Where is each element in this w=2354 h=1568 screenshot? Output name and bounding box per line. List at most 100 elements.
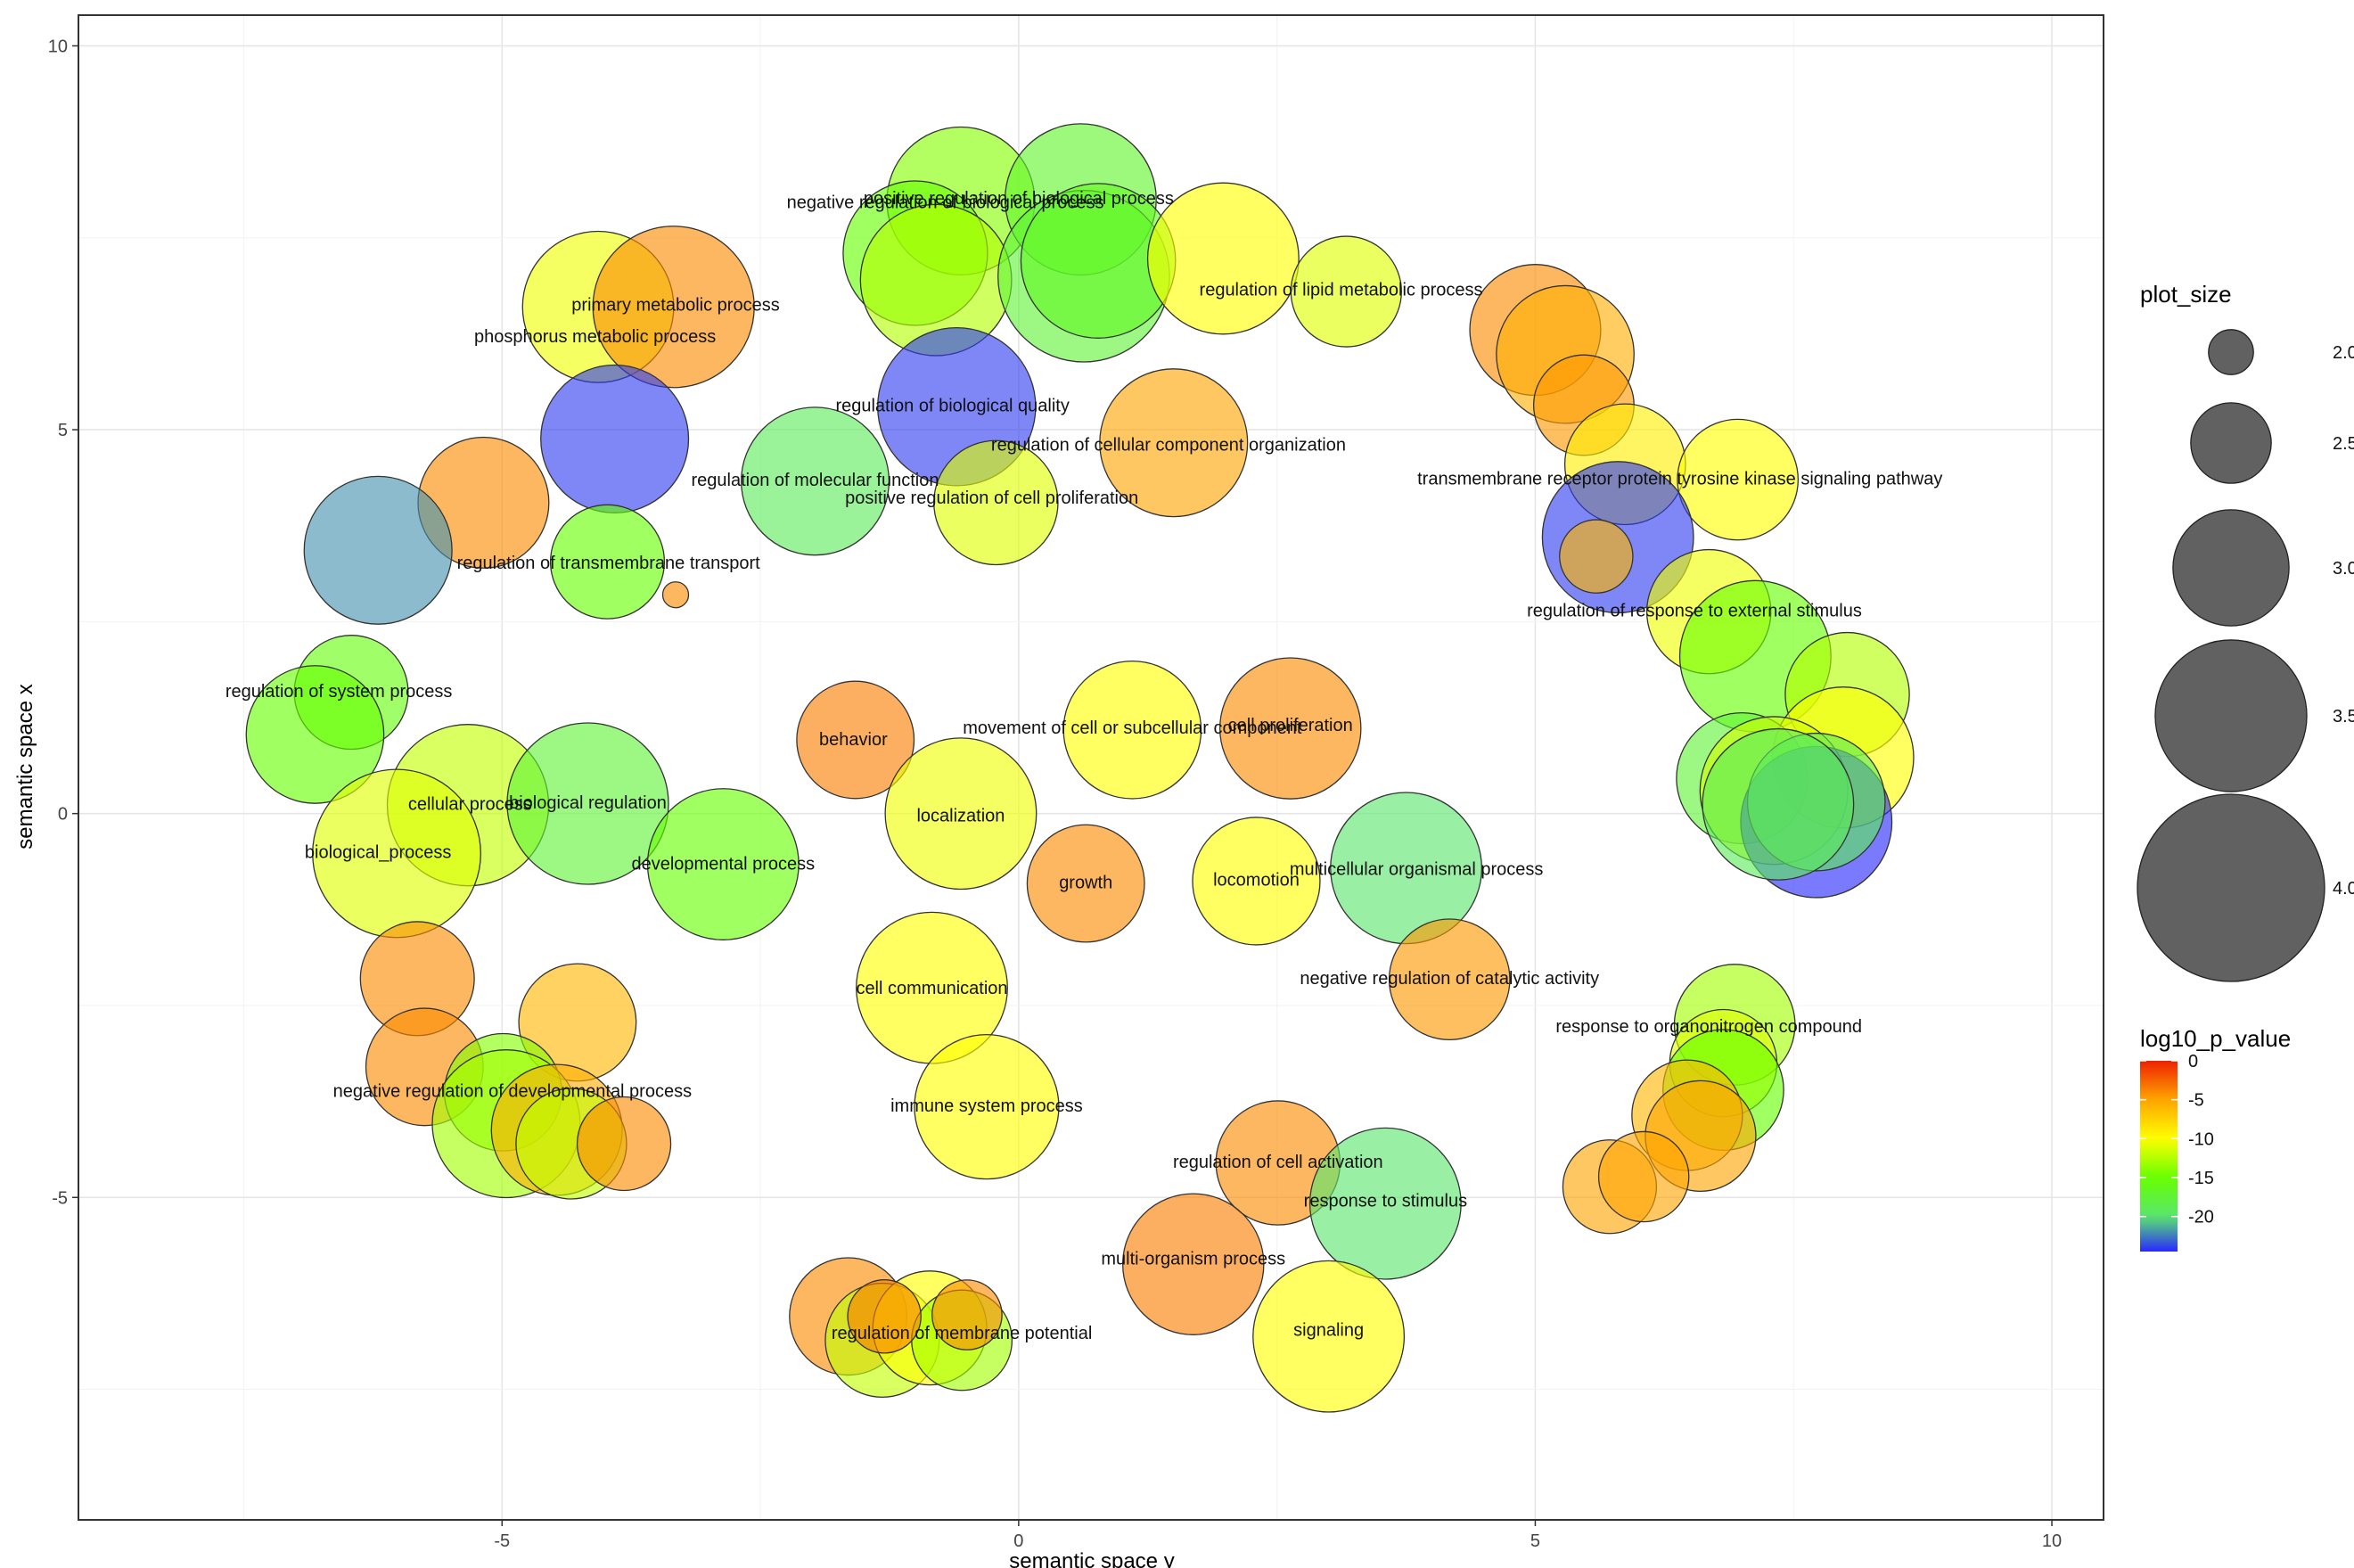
go-term-label: movement of cell or subcellular componen… <box>963 718 1302 738</box>
go-term-label: regulation of system process <box>226 682 453 702</box>
go-term-bubble <box>740 406 890 556</box>
go-term-bubble <box>933 439 1059 566</box>
axis-ticks: -5 0 5 10 -5 0 5 10 <box>48 37 2062 1551</box>
go-term-bubble <box>796 680 915 800</box>
x-tick-label: 5 <box>1530 1531 1540 1551</box>
legend-color-label: -15 <box>2188 1169 2214 1188</box>
legend-size-label: 2.0 <box>2333 343 2354 363</box>
go-term-label: cell communication <box>856 979 1007 998</box>
x-tick-label: -5 <box>494 1531 510 1551</box>
go-term-label: regulation of transmembrane transport <box>457 554 761 573</box>
go-term-label: primary metabolic process <box>571 296 779 316</box>
go-term-bubble <box>847 1279 922 1354</box>
go-term-label: negative regulation of biological proces… <box>787 193 1104 212</box>
y-axis-label: semantic space x <box>13 684 37 849</box>
go-term-bubble <box>661 581 690 609</box>
legend-plot-size: plot_size 2.0 2.5 3.0 3.5 4.0 <box>2137 281 2354 982</box>
go-term-label: biological regulation <box>509 793 667 813</box>
go-term-bubble <box>646 788 800 940</box>
go-term-bubble <box>914 1034 1060 1180</box>
go-term-label: cellular process <box>408 794 532 814</box>
go-term-label: positive regulation of biological proces… <box>864 189 1174 209</box>
go-term-bubble <box>303 475 453 625</box>
go-term-bubble <box>1122 1193 1265 1335</box>
go-term-label: behavior <box>819 730 888 750</box>
x-axis-label: semantic space y <box>1009 1549 1174 1568</box>
go-term-label: multicellular organismal process <box>1290 860 1544 880</box>
go-term-bubble <box>1290 235 1402 348</box>
go-term-bubble <box>576 1096 672 1192</box>
go-term-label: regulation of cell activation <box>1173 1153 1383 1172</box>
legend-size-circle <box>2208 329 2254 375</box>
go-term-bubble <box>884 737 1038 891</box>
legend-size-title: plot_size <box>2140 281 2232 308</box>
go-term-label: phosphorus metabolic process <box>474 327 716 347</box>
go-term-bubble <box>1702 727 1855 881</box>
plot-panel <box>78 14 2104 1521</box>
legend-size-label: 3.0 <box>2333 559 2354 579</box>
go-term-label: regulation of lipid metabolic process <box>1200 280 1483 300</box>
go-term-label: regulation of biological quality <box>835 397 1069 416</box>
go-term-label: growth <box>1059 873 1112 892</box>
y-tick-label: 0 <box>58 805 68 825</box>
go-term-label: transmembrane receptor protein tyrosine … <box>1417 469 1942 488</box>
go-term-bubble <box>1218 657 1362 800</box>
go-term-bubble <box>506 722 669 885</box>
go-term-label: negative regulation of catalytic activit… <box>1300 969 1599 989</box>
go-term-bubble <box>245 665 385 804</box>
go-term-label: positive regulation of cell proliferatio… <box>845 488 1138 508</box>
legend-color-label: -10 <box>2188 1129 2214 1149</box>
go-term-label: negative regulation of developmental pro… <box>333 1082 692 1102</box>
labels-layer: positive regulation of biological proces… <box>226 189 1943 1343</box>
go-term-bubble <box>1388 918 1511 1041</box>
go-term-label: localization <box>916 806 1005 825</box>
bubbles-layer <box>245 123 1915 1413</box>
legend-size-circle <box>2154 639 2308 792</box>
legend-size-circle <box>2190 402 2272 484</box>
legend-colorbar <box>2140 1061 2178 1252</box>
go-term-bubble <box>540 364 690 513</box>
go-term-label: cell proliferation <box>1228 716 1353 735</box>
go-term-label: locomotion <box>1213 871 1300 891</box>
go-term-bubble <box>1677 418 1799 541</box>
go-term-label: developmental process <box>631 855 815 874</box>
go-term-bubble <box>1146 182 1300 335</box>
legend-log10-p-value: log10_p_value 0 -5 -10 -15 -20 <box>2140 1025 2291 1252</box>
legend-size-circle <box>2137 793 2325 982</box>
legend-color-title: log10_p_value <box>2140 1025 2291 1052</box>
go-term-bubble <box>1597 1130 1690 1223</box>
y-tick-label: 5 <box>58 421 68 440</box>
go-term-bubble <box>1026 824 1145 943</box>
go-term-label: immune system process <box>890 1096 1083 1116</box>
go-term-label: signaling <box>1293 1320 1364 1340</box>
y-tick-label: -5 <box>52 1188 68 1208</box>
go-term-label: regulation of response to external stimu… <box>1527 601 1862 620</box>
go-term-label: multi-organism process <box>1101 1249 1285 1268</box>
go-term-label: response to stimulus <box>1304 1192 1467 1211</box>
go-term-bubble <box>549 504 666 620</box>
legend-size-label: 3.5 <box>2333 707 2354 727</box>
go-term-bubble <box>1099 368 1249 518</box>
go-term-label: biological_process <box>305 843 452 863</box>
go-term-bubble <box>592 226 755 389</box>
legend-color-label: -20 <box>2188 1208 2214 1227</box>
go-term-bubble <box>1192 817 1321 946</box>
legend-size-circle <box>2172 509 2290 627</box>
legend-color-label: 0 <box>2188 1052 2198 1071</box>
go-term-bubble <box>1252 1260 1406 1413</box>
go-term-label: regulation of molecular function <box>692 471 939 490</box>
go-term-label: regulation of cellular component organiz… <box>991 435 1346 455</box>
go-term-bubble <box>931 1279 1003 1350</box>
x-tick-label: 0 <box>1013 1531 1023 1551</box>
x-tick-label: 10 <box>2042 1531 2062 1551</box>
legend-size-label: 4.0 <box>2333 879 2354 899</box>
legend-size-label: 2.5 <box>2333 434 2354 454</box>
y-tick-label: 10 <box>48 37 68 56</box>
legend-color-label: -5 <box>2188 1091 2204 1111</box>
go-term-label: response to organonitrogen compound <box>1555 1017 1862 1037</box>
go-term-label: regulation of membrane potential <box>832 1324 1092 1343</box>
go-term-bubble <box>1062 660 1202 800</box>
go-term-bubble <box>1308 1127 1462 1280</box>
go-term-bubble <box>1559 519 1634 594</box>
